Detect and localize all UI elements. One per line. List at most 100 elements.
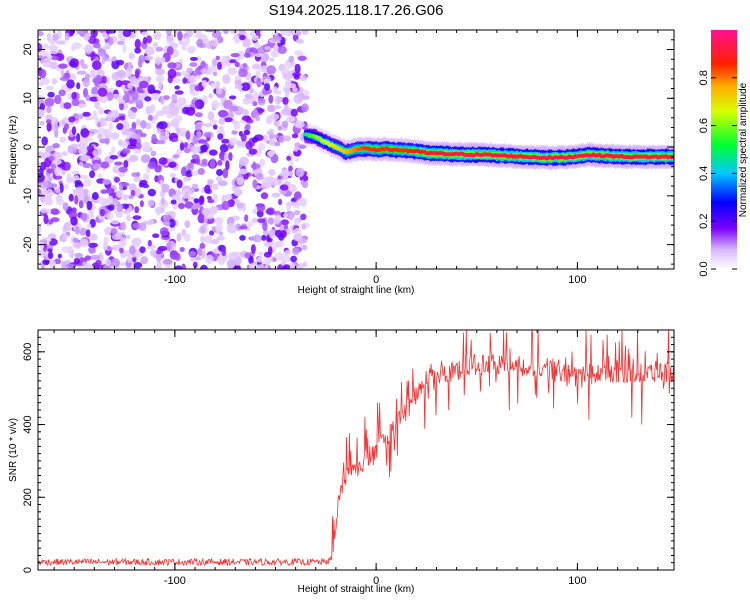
noise-blob [251,63,262,70]
noise-blob [226,111,234,120]
noise-blob [293,233,303,242]
noise-blob [266,257,274,263]
noise-blob [82,162,92,169]
noise-blob [117,99,125,104]
noise-blob [82,111,91,117]
noise-blob [260,182,271,190]
noise-blob [45,85,55,91]
noise-blob [216,176,222,182]
noise-blob [207,111,215,121]
noise-blob [58,89,66,97]
noise-blob [291,133,299,139]
noise-blob [134,38,141,49]
noise-blob [215,222,223,232]
noise-blob [102,264,112,269]
noise-blob [88,242,98,248]
noise-blob [280,108,291,116]
noise-blob [239,156,249,166]
noise-blob [255,70,261,79]
spectrogram-marks [38,30,674,269]
noise-blob [282,72,293,80]
noise-blob [97,252,104,263]
noise-blob [121,148,131,155]
noise-blob [191,183,199,190]
colorbar-ticks: 0.0 0.2 0.4 0.6 0.8 [698,70,737,277]
noise-blob [254,53,264,57]
noise-blob [147,219,155,225]
noise-blob [236,202,245,209]
noise-blob [301,103,309,113]
noise-blob [96,95,103,102]
noise-blob [140,120,147,129]
noise-blob [147,114,153,121]
noise-blob [44,97,55,107]
noise-blob [258,143,266,151]
noise-blob [228,251,239,261]
noise-blob [48,44,59,51]
noise-blob [218,109,228,118]
noise-blob [144,46,155,56]
noise-blob [209,119,218,125]
noise-blob [108,37,114,46]
noise-blob [160,197,165,206]
noise-blob [155,75,165,83]
noise-blob [250,244,256,254]
noise-blob [266,65,277,75]
noise-blob [168,218,176,228]
noise-blob [157,245,168,252]
noise-blob [76,103,87,108]
noise-blob [295,120,305,129]
noise-blob [107,204,115,211]
noise-blob [290,108,298,117]
noise-blob [211,38,219,47]
noise-blob [285,115,296,123]
snr-x-label: Height of straight line (km) [298,584,415,595]
noise-blob [175,149,183,156]
noise-blob [239,34,246,41]
noise-blob [288,165,293,172]
noise-blob [154,165,162,173]
noise-blob [172,137,179,142]
noise-blob [152,233,160,238]
noise-blob [274,229,283,238]
noise-blob [294,156,299,163]
colorbar-tick-label: 0.6 [698,118,710,133]
noise-blob [161,183,170,193]
noise-blob [167,62,177,69]
noise-blob [268,57,275,62]
noise-blob [194,112,203,118]
noise-blob [46,168,54,174]
noise-blob [285,201,296,207]
noise-blob [293,50,304,56]
noise-blob [50,61,59,69]
noise-blob [300,198,307,208]
noise-blob [292,247,300,255]
noise-blob [153,31,162,40]
noise-blob [229,95,237,100]
noise-blob [79,161,84,167]
noise-blob [39,110,44,118]
noise-blob [174,90,184,95]
noise-blob [269,113,280,121]
noise-blob [195,56,202,62]
noise-blob [196,130,202,138]
noise-blob [64,123,70,130]
noise-blob [295,38,304,44]
noise-blob [217,180,228,187]
noise-blob [192,135,198,144]
noise-blob [293,146,299,152]
noise-blob [38,68,47,79]
noise-blob [222,168,229,179]
noise-blob [194,67,204,76]
noise-blob [128,183,137,192]
noise-blob [183,141,189,149]
noise-blob [151,133,157,144]
noise-blob [74,225,80,235]
noise-blob [90,254,100,260]
noise-blob [51,78,58,85]
noise-blob [285,78,292,89]
noise-blob [52,33,59,41]
noise-blob [71,126,77,136]
noise-blob [102,120,108,127]
noise-blob [293,218,300,226]
